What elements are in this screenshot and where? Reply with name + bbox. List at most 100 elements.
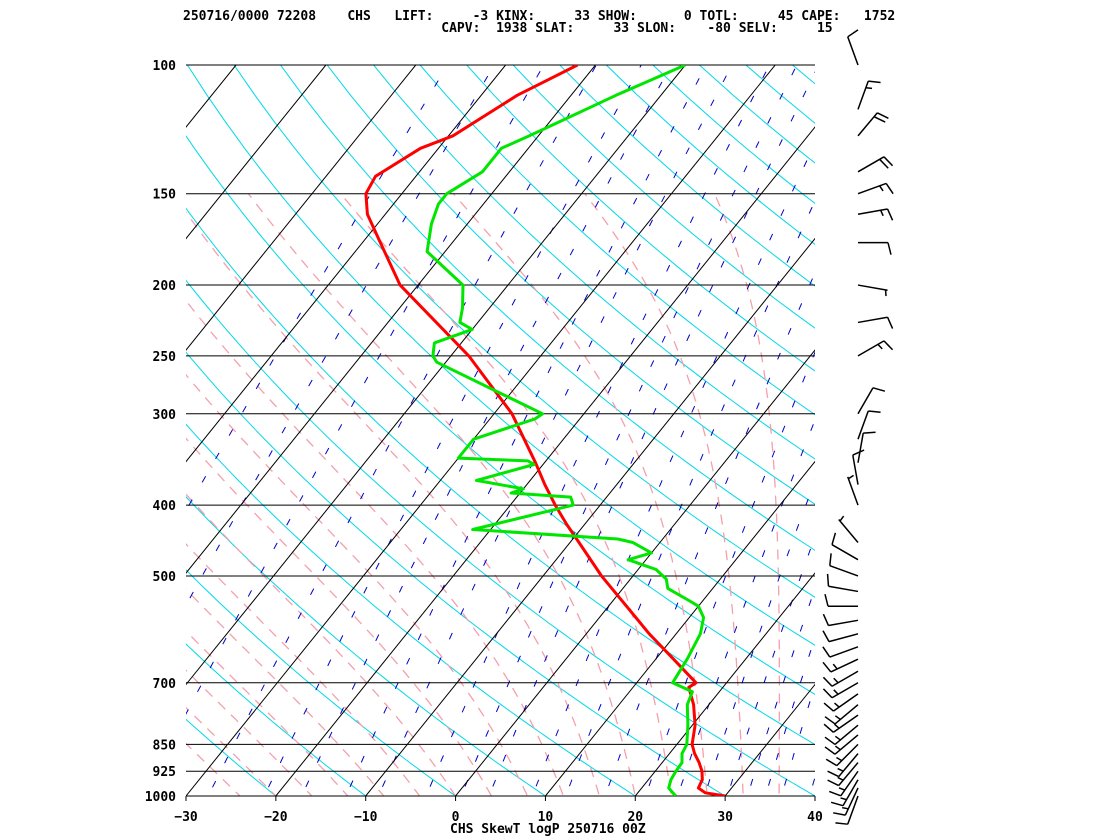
mixing-ratio-line xyxy=(531,142,815,796)
dewpoint-profile-line xyxy=(425,65,706,796)
wind-barb-staff xyxy=(838,762,859,787)
dry-adiabat-line xyxy=(186,207,815,746)
wind-barb xyxy=(824,594,858,607)
wind-barb-flag xyxy=(868,80,881,84)
moist-adiabat-line xyxy=(584,193,744,796)
wind-barb-half-flag xyxy=(837,776,844,781)
temperature-tick-label: −30 xyxy=(174,810,198,825)
dry-adiabat-line xyxy=(280,65,815,551)
wind-barb-half-flag xyxy=(840,797,847,801)
wind-barb xyxy=(828,770,859,797)
wind-barb-staff xyxy=(838,753,859,778)
wind-barb xyxy=(827,753,859,778)
dry-adiabat-line xyxy=(186,569,457,796)
wind-barb-flag xyxy=(822,688,833,699)
wind-barb-staff xyxy=(830,658,859,673)
temperature-tick-label: 0 xyxy=(452,810,460,825)
wind-barb-half-flag xyxy=(839,515,845,522)
wind-barb-flag xyxy=(876,112,889,119)
mixing-ratio-line xyxy=(645,350,815,796)
wind-barb-flag xyxy=(886,316,894,329)
dry-adiabat-line xyxy=(186,135,815,695)
mixing-ratio-line xyxy=(186,65,448,512)
dry-adiabats xyxy=(186,65,1120,812)
moist-adiabat-line xyxy=(186,543,421,796)
isotherm-line xyxy=(186,65,417,351)
wind-barb-flag xyxy=(824,594,829,607)
wind-barb-flag xyxy=(883,340,894,351)
moist-adiabat-line xyxy=(452,193,708,796)
pressure-tick-label: 1000 xyxy=(145,790,176,805)
mixing-ratio-line xyxy=(301,65,672,796)
moist-adiabat-line xyxy=(186,437,493,796)
wind-barb-staff xyxy=(857,182,887,195)
dry-adiabat-line xyxy=(839,65,1120,812)
moist-adiabat-line xyxy=(186,588,385,796)
dry-adiabat-line xyxy=(559,65,815,287)
wind-barb-staff xyxy=(831,544,859,561)
pressure-tick-label: 700 xyxy=(153,677,177,692)
wind-barb xyxy=(824,724,859,746)
wind-barb-staff xyxy=(828,585,859,593)
wind-barb xyxy=(822,613,859,627)
wind-barb-staff xyxy=(829,646,859,658)
wind-barb-staff xyxy=(831,682,859,699)
temperature-tick-label: 20 xyxy=(627,810,643,825)
wind-barb-staff xyxy=(838,519,859,543)
wind-barb xyxy=(822,682,859,699)
wind-barb xyxy=(833,787,859,816)
isotherm-line xyxy=(186,65,776,796)
chart-footer-title: CHS SkewT logP 250716 00Z xyxy=(450,822,646,837)
dry-adiabat-line xyxy=(466,65,815,372)
wind-barb xyxy=(857,80,881,110)
mixing-ratio-line xyxy=(186,65,545,715)
wind-barb-flag xyxy=(828,790,842,797)
wind-barb xyxy=(857,316,894,329)
mixing-ratio-line xyxy=(565,199,815,796)
moist-adiabat-line xyxy=(186,299,565,796)
wind-barb-staff xyxy=(857,340,885,357)
wind-barb-staff xyxy=(847,476,859,506)
pressure-tick-label: 250 xyxy=(153,350,177,365)
wind-barb-flag xyxy=(863,431,876,434)
wind-barb xyxy=(831,532,859,561)
wind-barb-staff xyxy=(840,770,859,797)
wind-barb-staff xyxy=(836,743,859,767)
wind-barb-flag xyxy=(885,183,894,195)
mixing-ratio-line xyxy=(726,535,815,796)
wind-barb xyxy=(827,762,859,787)
wind-barb-staff xyxy=(828,633,859,643)
wind-barb-flag xyxy=(831,532,837,545)
wind-barb-half-flag xyxy=(838,787,846,791)
isotherm-line xyxy=(186,65,327,240)
pressure-tick-label: 200 xyxy=(153,279,177,294)
wind-barb-flag xyxy=(886,208,894,221)
dry-adiabat-line xyxy=(652,65,815,205)
dry-adiabat-line xyxy=(373,65,815,460)
wind-barb xyxy=(826,573,859,593)
isotherm-line xyxy=(455,349,815,796)
temperature-tick-labels: −30 −20 −10 0 10 20 30 40 xyxy=(174,796,823,825)
isotherm-line xyxy=(0,65,146,796)
dry-adiabat-line xyxy=(699,65,815,164)
wind-barb-flag xyxy=(868,410,881,414)
mixing-ratio-line xyxy=(703,479,815,796)
wind-barb xyxy=(830,779,859,807)
temperature-tick-label: 30 xyxy=(717,810,733,825)
pressure-tick-label: 100 xyxy=(153,59,177,74)
wind-barb xyxy=(852,449,865,485)
wind-barb-half-flag xyxy=(837,767,844,772)
moist-adiabats xyxy=(186,193,781,796)
wind-barb-flag xyxy=(835,822,848,825)
wind-barb xyxy=(857,431,876,463)
wind-barb-staff xyxy=(847,36,859,66)
mixing-ratio-line xyxy=(345,65,707,796)
isobars xyxy=(186,64,815,797)
dry-adiabat-line xyxy=(186,496,547,796)
profiles xyxy=(364,65,726,796)
dry-adiabat-line xyxy=(512,65,815,329)
wind-barb-flag xyxy=(823,723,834,733)
mixing-ratio-line xyxy=(186,65,495,607)
wind-barb xyxy=(847,474,859,506)
pressure-tick-label: 300 xyxy=(153,408,177,423)
